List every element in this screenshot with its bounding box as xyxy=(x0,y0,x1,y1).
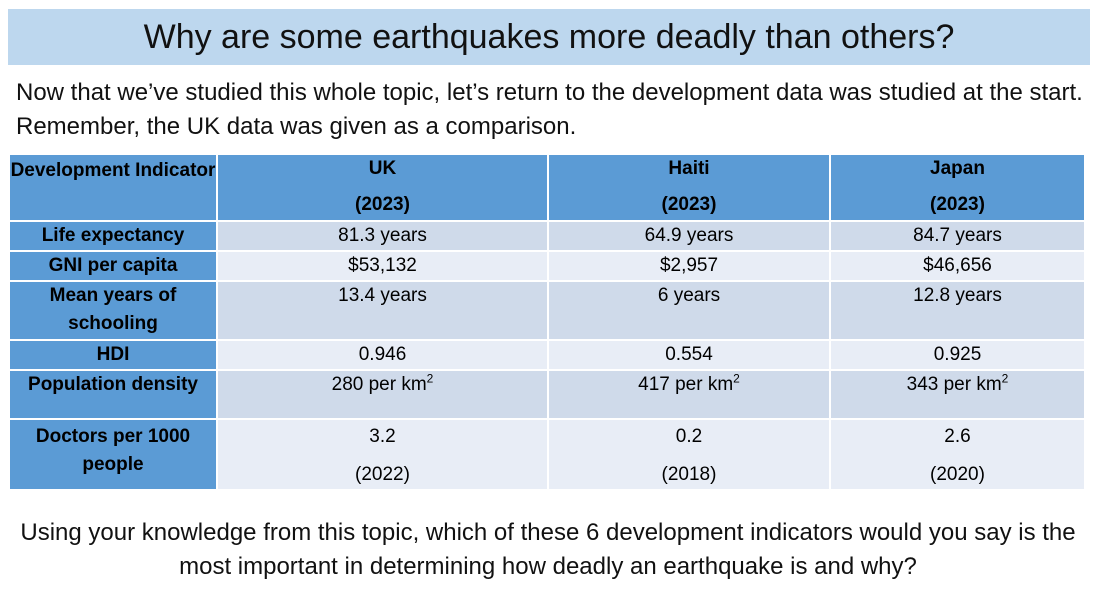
row-label: Doctors per 1000 people xyxy=(8,418,218,491)
page-title: Why are some earthquakes more deadly tha… xyxy=(8,9,1090,65)
development-table: Development Indicator UK (2023) Haiti (202… xyxy=(8,153,1086,491)
cell-uk: 81.3 years xyxy=(216,220,549,252)
cell-japan: 0.925 xyxy=(829,339,1086,371)
question-text: Using your knowledge from this topic, wh… xyxy=(20,519,1076,580)
cell-japan: 343 per km2 xyxy=(829,369,1086,420)
intro-text: Now that we’ve studied this whole topic,… xyxy=(16,79,1083,140)
cell-haiti: $2,957 xyxy=(547,250,831,282)
cell-uk: 3.2 (2022) xyxy=(216,418,549,491)
cell-uk: 0.946 xyxy=(216,339,549,371)
cell-japan: 84.7 years xyxy=(829,220,1086,252)
cell-uk: $53,132 xyxy=(216,250,549,282)
header-uk: UK (2023) xyxy=(216,153,549,222)
cell-japan: 2.6 (2020) xyxy=(829,418,1086,491)
header-indicator: Development Indicator xyxy=(8,153,218,222)
row-label: GNI per capita xyxy=(8,250,218,282)
cell-japan: $46,656 xyxy=(829,250,1086,282)
cell-uk: 280 per km2 xyxy=(216,369,549,420)
cell-haiti: 64.9 years xyxy=(547,220,831,252)
cell-uk: 13.4 years xyxy=(216,280,549,341)
row-label: Population density xyxy=(8,369,218,420)
table-row: Mean years of schooling 13.4 years 6 yea… xyxy=(8,280,1086,341)
header-haiti: Haiti (2023) xyxy=(547,153,831,222)
table-row: Population density 280 per km2 417 per k… xyxy=(8,369,1086,420)
cell-haiti: 6 years xyxy=(547,280,831,341)
cell-japan: 12.8 years xyxy=(829,280,1086,341)
table-row: Life expectancy 81.3 years 64.9 years 84… xyxy=(8,220,1086,252)
table-row: Doctors per 1000 people 3.2 (2022) 0.2 (20… xyxy=(8,418,1086,491)
row-label: HDI xyxy=(8,339,218,371)
table-header-row: Development Indicator UK (2023) Haiti (202… xyxy=(8,153,1086,222)
table-row: GNI per capita $53,132 $2,957 $46,656 xyxy=(8,250,1086,282)
table-row: HDI 0.946 0.554 0.925 xyxy=(8,339,1086,371)
header-japan: Japan (2023) xyxy=(829,153,1086,222)
row-label: Life expectancy xyxy=(8,220,218,252)
cell-haiti: 0.2 (2018) xyxy=(547,418,831,491)
cell-haiti: 417 per km2 xyxy=(547,369,831,420)
cell-haiti: 0.554 xyxy=(547,339,831,371)
row-label: Mean years of schooling xyxy=(8,280,218,341)
